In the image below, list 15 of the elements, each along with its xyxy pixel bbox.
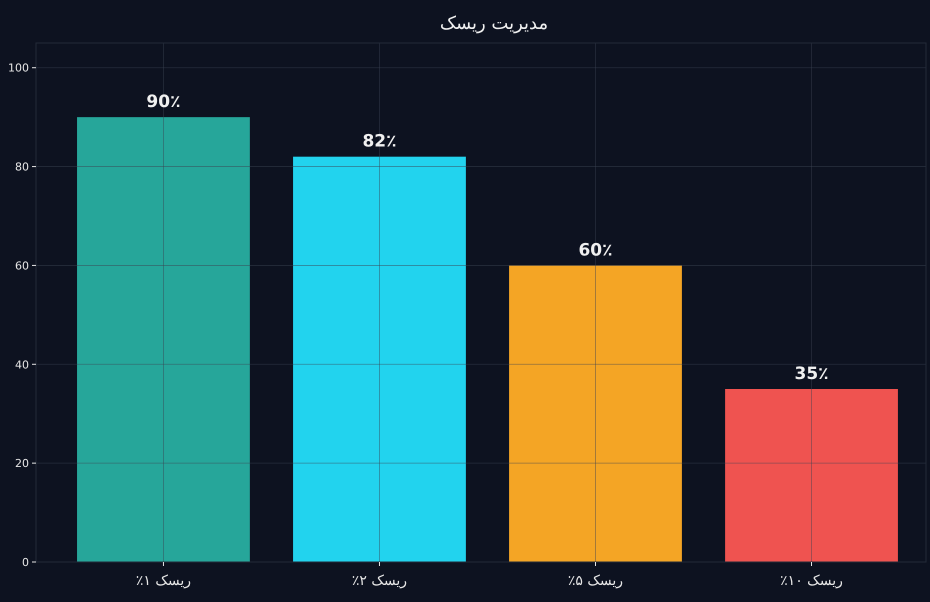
x-tick-label: ریسک ۵٪: [568, 573, 624, 589]
x-tick-label: ریسک ۱٪: [136, 573, 192, 589]
y-tick-label: 60: [15, 259, 29, 272]
x-tick-label: ریسک ۲٪: [352, 573, 408, 589]
x-tick-label: ریسک ۱۰٪: [780, 573, 843, 589]
y-tick-label: 20: [15, 457, 29, 470]
y-tick-label: 40: [15, 358, 29, 372]
data-label: 82٪: [362, 132, 396, 152]
data-label: 35٪: [794, 364, 829, 384]
y-tick-label: 80: [15, 160, 29, 174]
data-label: 90٪: [146, 92, 180, 112]
y-tick-label: 0: [22, 556, 29, 569]
chart-title: مدیریت ریسک: [440, 13, 548, 34]
data-label: 60٪: [578, 240, 613, 260]
y-tick-label: 100: [8, 62, 29, 75]
